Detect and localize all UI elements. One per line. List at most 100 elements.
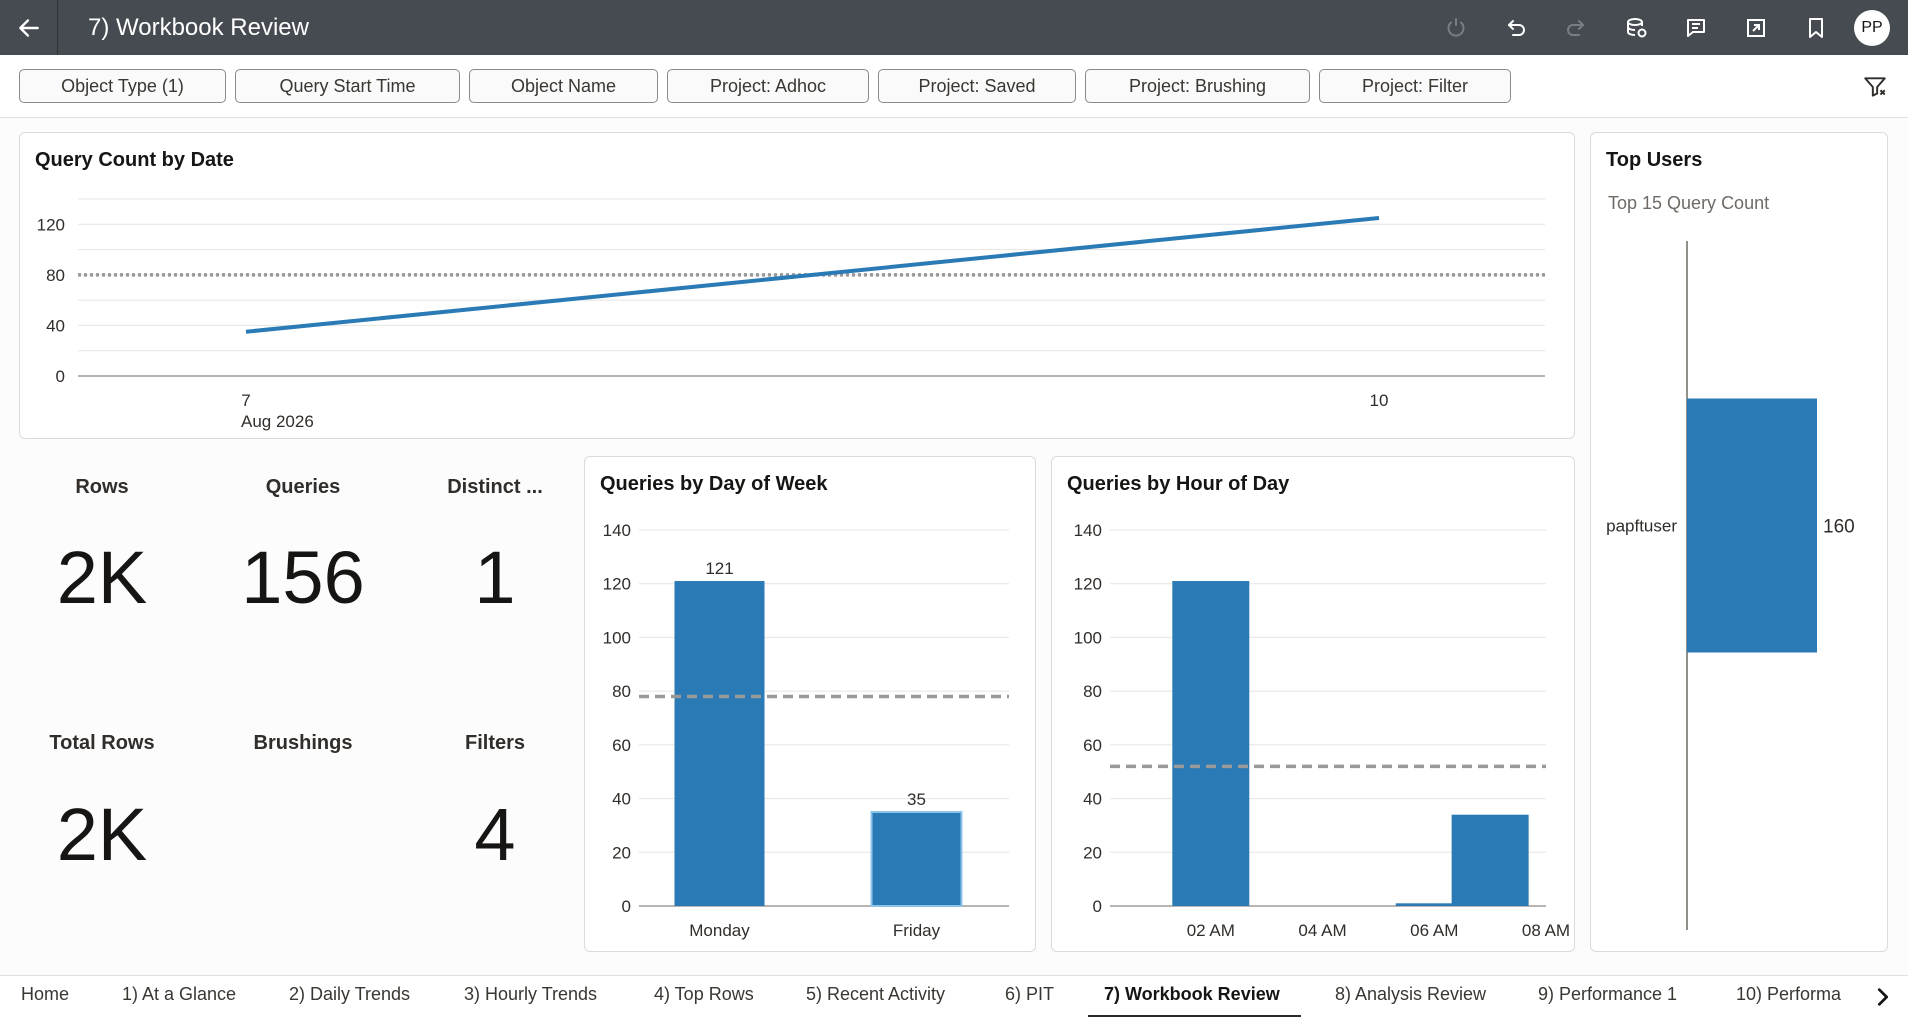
queries-by-day-bar-chart[interactable]: 0 20 40 60 80 100 120 140 121 Monday 35 Friday (585, 457, 1037, 953)
tab-workbook-review[interactable]: 7) Workbook Review (1104, 984, 1280, 1004)
x-tick-label: 10 (1370, 391, 1389, 410)
series-line (245, 215, 1380, 334)
queries-by-day-panel: Queries by Day of Week 0 20 40 60 80 100 120 14… (584, 456, 1036, 952)
page-title: 7) Workbook Review (88, 13, 309, 41)
x-tick-label: 06 AM (1410, 921, 1458, 940)
tabs-next-button[interactable] (1858, 976, 1908, 1017)
chevron-right-icon (1877, 988, 1889, 1006)
y-tick-label: 100 (603, 628, 631, 647)
y-tick-label: 80 (46, 266, 65, 285)
filter-chip-project-adhoc[interactable]: Project: Adhoc (667, 69, 869, 103)
bar-friday (870, 811, 963, 907)
kpi-distinct-label: Distinct ... (447, 476, 543, 498)
y-tick-label: 140 (603, 521, 631, 540)
queries-by-day-title: Queries by Day of Week (600, 473, 828, 495)
x-tick-label: 04 AM (1298, 921, 1346, 940)
bar-06am (1395, 903, 1473, 906)
bar-monday (674, 581, 765, 906)
filter-bar: Object Type (1) Query Start Time Object … (0, 55, 1908, 118)
y-tick-label: 100 (1074, 628, 1102, 647)
y-tick-label: 40 (1083, 790, 1102, 809)
tab-hourly-trends[interactable]: 3) Hourly Trends (464, 984, 598, 1004)
kpi-total-rows-label: Total Rows (49, 732, 155, 754)
undo-button[interactable] (1486, 0, 1546, 55)
bar-value-label: 160 (1823, 517, 1855, 538)
comments-button[interactable] (1666, 0, 1726, 55)
arrow-left-icon (18, 18, 39, 37)
tab-performance-1[interactable]: 9) Performance 1 (1538, 984, 1678, 1004)
x-tick-label: Friday (893, 921, 941, 940)
query-count-title: Query Count by Date (35, 149, 234, 171)
filter-settings-icon[interactable] (1862, 74, 1888, 100)
top-users-subtitle: Top 15 Query Count (1608, 193, 1770, 213)
tab-pit[interactable]: 6) PIT (1005, 984, 1055, 1004)
filter-chip-project-filter[interactable]: Project: Filter (1319, 69, 1511, 103)
x-tick-label: 7 (241, 391, 250, 410)
redo-button[interactable] (1546, 0, 1606, 55)
x-axis-subtitle: Aug 2026 (241, 412, 314, 431)
queries-by-hour-panel: Queries by Hour of Day 0 20 40 60 80 100 120 14… (1051, 456, 1575, 952)
bar-user-papftuser (1687, 398, 1817, 653)
bar-02am (1172, 581, 1250, 906)
kpi-queries-label: Queries (265, 476, 341, 498)
kpi-filters-value[interactable]: 4 (474, 793, 516, 876)
y-tick-label: 20 (612, 843, 631, 862)
x-tick-label: 02 AM (1187, 921, 1235, 940)
bar-value-label: 35 (907, 790, 926, 809)
query-count-by-date-panel: Query Count by Date 0 40 80 120 7 10 Aug 2026 (19, 132, 1575, 439)
power-refresh-icon (1447, 17, 1465, 37)
y-tick-label: 80 (612, 682, 631, 701)
back-button[interactable] (0, 0, 58, 55)
app-header: 7) Workbook Review PP (0, 0, 1908, 55)
y-tick-label: 140 (1074, 521, 1102, 540)
kpi-rows-label: Rows (75, 476, 129, 498)
kpi-distinct-value[interactable]: 1 (474, 536, 516, 619)
y-tick-label: 80 (1083, 682, 1102, 701)
tab-performance-2[interactable]: 10) Performa (1736, 984, 1842, 1004)
filter-chip-project-brushing[interactable]: Project: Brushing (1085, 69, 1310, 103)
top-users-panel: Top Users Top 15 Query Count papftuser 16… (1590, 132, 1888, 952)
kpi-total-rows-value[interactable]: 2K (56, 793, 148, 876)
comment-icon (1687, 18, 1705, 37)
y-tick-label: 40 (46, 316, 65, 335)
y-tick-label: 120 (37, 215, 65, 234)
y-tick-label: 60 (1083, 736, 1102, 755)
tab-recent-activity[interactable]: 5) Recent Activity (806, 984, 946, 1004)
filter-chip-project-saved[interactable]: Project: Saved (878, 69, 1076, 103)
queries-by-hour-bar-chart[interactable]: 0 20 40 60 80 100 120 140 02 AM 04 AM 06 AM 08 AM (1052, 457, 1576, 953)
tab-top-rows[interactable]: 4) Top Rows (654, 984, 754, 1004)
y-tick-label: 120 (1074, 575, 1102, 594)
kpi-filters-label: Filters (464, 732, 526, 754)
header-toolbar: PP (1426, 0, 1890, 55)
bar-07am (1451, 814, 1529, 906)
present-button[interactable] (1726, 0, 1786, 55)
category-label: papftuser (1606, 517, 1677, 536)
filter-chip-object-type[interactable]: Object Type (1) (19, 69, 226, 103)
y-tick-label: 0 (56, 367, 65, 386)
bookmark-icon (1809, 17, 1823, 38)
y-tick-label: 20 (1083, 843, 1102, 862)
kpi-queries-value[interactable]: 156 (241, 536, 365, 619)
queries-by-hour-title: Queries by Hour of Day (1067, 473, 1290, 495)
refresh-button[interactable] (1426, 0, 1486, 55)
filter-chip-query-start-time[interactable]: Query Start Time (235, 69, 460, 103)
query-count-line-chart[interactable]: 0 40 80 120 7 10 Aug 2026 (20, 133, 1576, 440)
bookmark-button[interactable] (1786, 0, 1846, 55)
x-tick-label: Monday (689, 921, 750, 940)
user-avatar[interactable]: PP (1854, 9, 1890, 46)
tab-daily-trends[interactable]: 2) Daily Trends (289, 984, 411, 1004)
database-refresh-icon (1627, 17, 1647, 37)
page-tabs: Home 1) At a Glance 2) Daily Trends 3) H… (0, 975, 1908, 1017)
kpi-rows-value[interactable]: 2K (56, 536, 148, 619)
top-users-bar-chart[interactable]: papftuser 160 (1591, 133, 1889, 953)
y-tick-label: 120 (603, 575, 631, 594)
top-users-title: Top Users (1606, 149, 1703, 171)
kpi-brushings-label: Brushings (253, 732, 353, 754)
y-tick-label: 60 (612, 736, 631, 755)
data-refresh-button[interactable] (1606, 0, 1666, 55)
y-tick-label: 40 (612, 790, 631, 809)
tab-analysis-review[interactable]: 8) Analysis Review (1335, 984, 1487, 1004)
filter-chip-object-name[interactable]: Object Name (469, 69, 658, 103)
tab-at-a-glance[interactable]: 1) At a Glance (122, 984, 237, 1004)
tab-home[interactable]: Home (21, 984, 70, 1004)
